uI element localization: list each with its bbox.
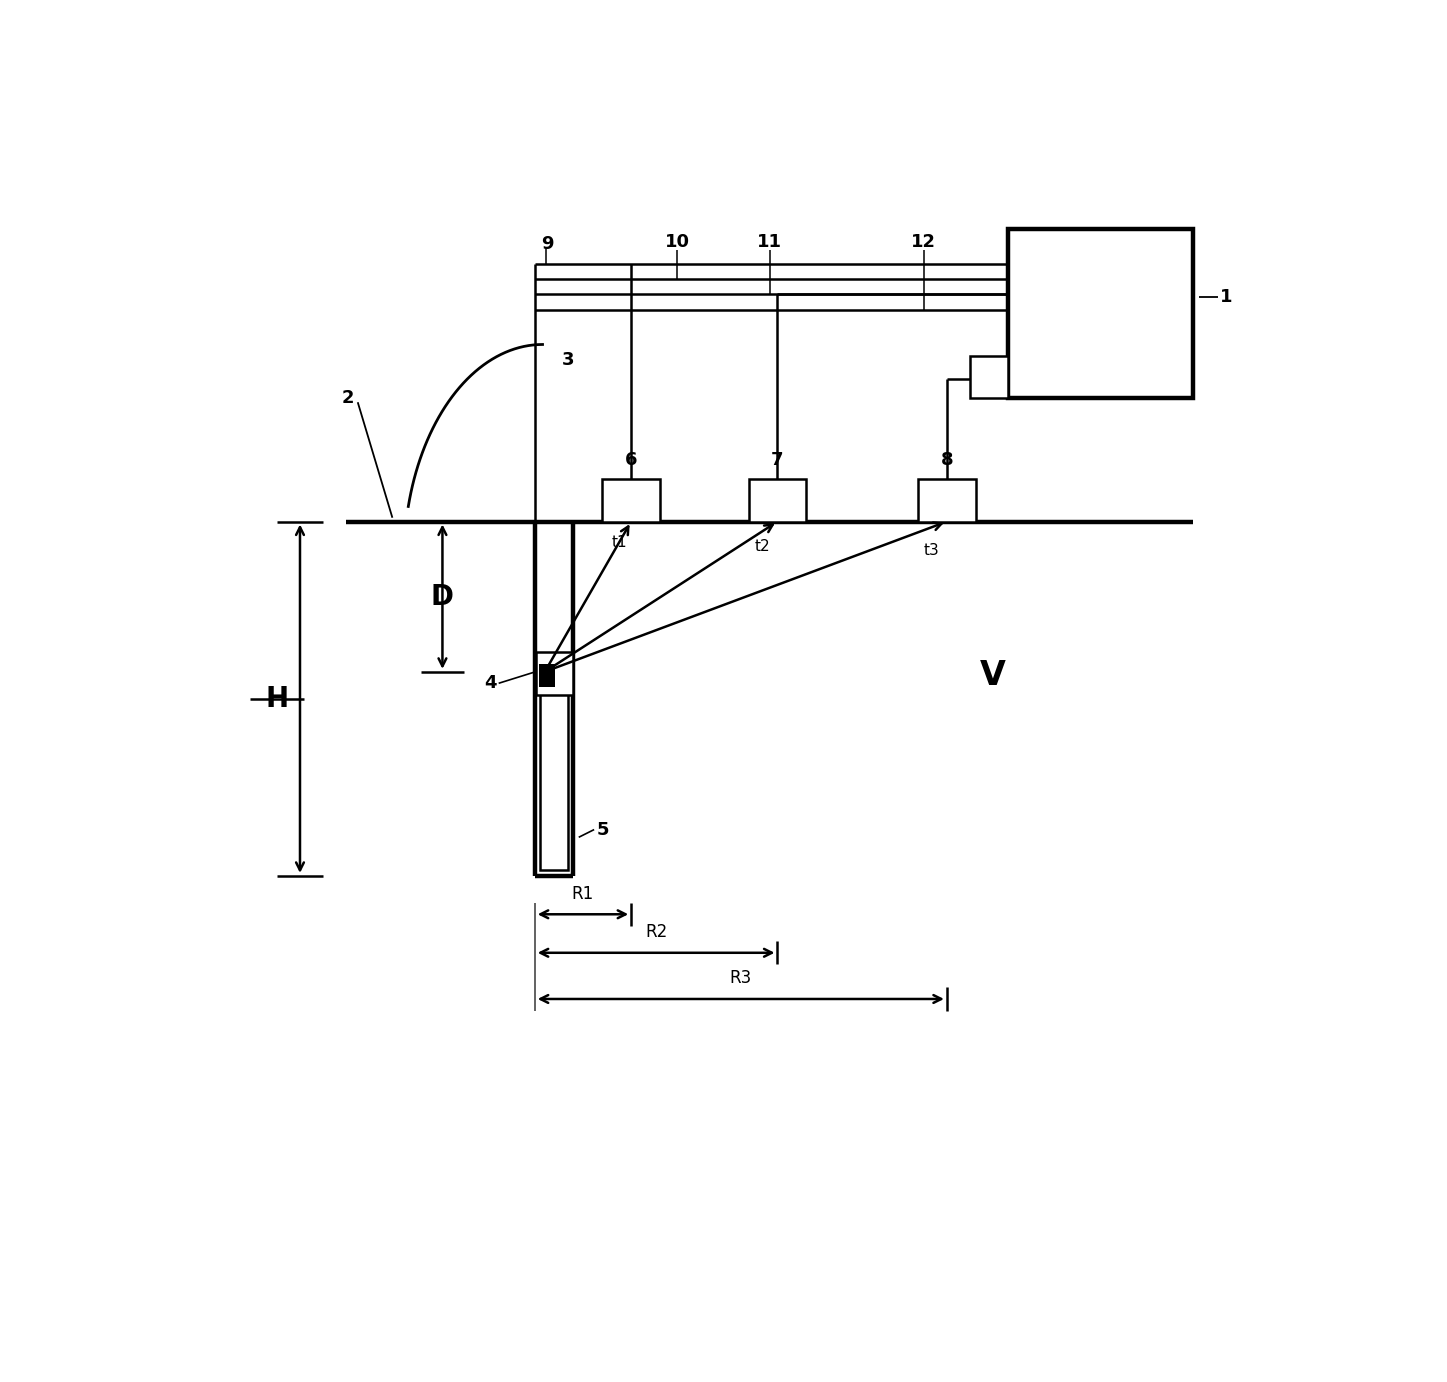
Text: 12: 12	[912, 234, 936, 252]
Bar	[540, 663, 554, 687]
Text: 9: 9	[541, 235, 554, 253]
Bar	[748, 480, 806, 521]
Bar	[969, 357, 1009, 398]
Text: t2: t2	[754, 539, 770, 554]
Text: 4: 4	[483, 674, 496, 692]
Bar	[602, 480, 660, 521]
Text: 6: 6	[625, 451, 637, 468]
Text: t3: t3	[923, 543, 939, 558]
Text: R1: R1	[572, 884, 595, 902]
Text: R3: R3	[729, 969, 752, 987]
Text: 11: 11	[757, 234, 783, 252]
Text: 10: 10	[664, 234, 690, 252]
Bar	[1009, 229, 1194, 398]
Bar	[535, 652, 573, 695]
Text: 8: 8	[941, 451, 954, 468]
Text: t1: t1	[612, 535, 628, 550]
Text: V: V	[980, 659, 1006, 692]
Text: 3: 3	[561, 351, 574, 369]
Text: R2: R2	[645, 923, 667, 941]
Text: 7: 7	[771, 451, 784, 468]
Text: H: H	[265, 684, 288, 713]
Text: 1: 1	[1220, 287, 1233, 305]
Bar	[917, 480, 975, 521]
Text: 5: 5	[596, 821, 609, 839]
Text: D: D	[431, 583, 454, 611]
Text: 2: 2	[341, 390, 355, 408]
Bar	[540, 663, 569, 871]
